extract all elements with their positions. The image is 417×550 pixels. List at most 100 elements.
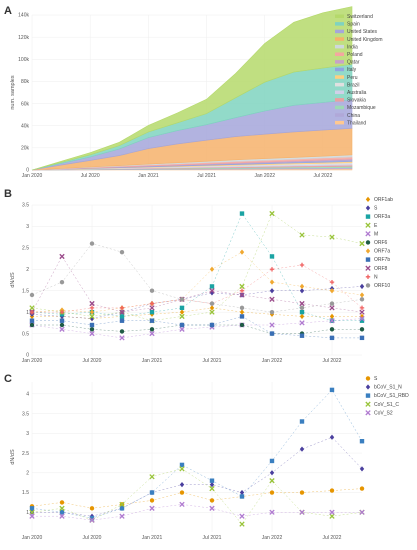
data-point	[29, 318, 35, 323]
data-point	[269, 254, 275, 259]
data-point	[329, 509, 335, 515]
y-tick-label: 80k	[21, 79, 30, 85]
legend-swatch	[335, 67, 344, 72]
legend-label: Qatar	[347, 60, 360, 66]
y-tick-label: 2.5	[22, 451, 29, 457]
data-point	[359, 327, 365, 332]
x-tick-label: Jul 2021	[203, 535, 222, 541]
data-point	[329, 513, 335, 519]
data-point	[329, 305, 335, 311]
data-point	[209, 284, 215, 289]
y-tick-label: 1	[26, 310, 29, 316]
data-point	[59, 513, 65, 519]
data-point	[299, 309, 305, 315]
data-point	[359, 466, 365, 472]
y-tick-label: 1.5	[22, 288, 29, 294]
data-point	[365, 384, 371, 390]
data-point	[149, 505, 155, 511]
data-point	[365, 248, 371, 254]
data-point	[299, 300, 305, 307]
legend-label: ORF10	[374, 283, 390, 289]
data-point	[59, 253, 65, 260]
data-point	[149, 490, 155, 495]
y-tick-label: 2	[26, 267, 29, 273]
legend-swatch	[335, 44, 344, 49]
x-tick-label: Jan 2022	[262, 358, 283, 364]
series-trend-orf7b	[32, 316, 362, 339]
legend-label: Australia	[347, 90, 367, 96]
data-point	[269, 279, 275, 285]
data-point	[209, 290, 215, 296]
legend-swatch	[335, 22, 344, 26]
data-point	[239, 309, 245, 315]
data-point	[59, 309, 65, 315]
data-point	[149, 301, 155, 306]
y-tick-label: 20k	[21, 146, 30, 152]
data-point	[359, 318, 365, 323]
data-point	[149, 330, 155, 337]
data-point	[119, 513, 125, 519]
data-point	[365, 274, 371, 279]
data-point	[359, 486, 365, 491]
data-point	[179, 297, 185, 302]
data-point	[269, 296, 275, 302]
data-point	[359, 283, 365, 290]
y-tick-label: 0.5	[22, 331, 29, 337]
series-trend-s	[31, 286, 363, 319]
legend-swatch	[335, 29, 344, 34]
data-point	[269, 509, 275, 515]
data-point	[209, 301, 215, 306]
x-tick-label: Jul 2022	[313, 173, 332, 179]
data-point	[365, 257, 371, 262]
y-axis-label: num. samples	[10, 75, 16, 109]
legend-swatch	[335, 60, 344, 64]
legend-swatch	[335, 52, 344, 56]
y-tick-label: 0	[26, 353, 29, 359]
data-point	[329, 234, 335, 240]
data-point	[89, 327, 95, 332]
legend-label: United States	[347, 29, 378, 35]
data-point	[329, 488, 335, 493]
legend-label: ORF7b	[374, 257, 390, 263]
data-point	[209, 498, 215, 503]
data-point	[329, 318, 335, 324]
legend-label: Spain	[347, 22, 360, 28]
data-point	[269, 458, 275, 464]
legend-label: CoV_S1_C	[374, 402, 399, 408]
legend-label: Switzerland	[347, 14, 373, 20]
legend-label: S	[374, 376, 378, 382]
y-tick-label: 2	[26, 470, 29, 476]
legend-label: ORF1ab	[374, 197, 393, 203]
data-point	[299, 333, 305, 338]
data-point	[119, 329, 125, 334]
data-point	[269, 309, 275, 315]
x-tick-label: Jan 2022	[254, 173, 275, 179]
y-tick-label: 2.5	[22, 246, 29, 252]
data-point	[269, 322, 275, 328]
legend-swatch	[335, 113, 344, 117]
series-trend-orf6	[32, 324, 362, 334]
data-point	[89, 300, 95, 307]
data-point	[365, 214, 371, 219]
data-point	[239, 305, 245, 311]
y-tick-label: 140k	[18, 13, 29, 19]
data-point	[269, 331, 275, 336]
x-tick-label: Jul 2020	[81, 173, 100, 179]
data-point	[149, 474, 155, 480]
legend-swatch	[335, 37, 344, 41]
x-tick-label: Jul 2022	[323, 535, 342, 541]
y-tick-label: 1	[26, 510, 29, 516]
legend-label: bCoV_S1_RBD	[374, 393, 409, 399]
data-point	[59, 505, 65, 511]
legend-label: ORF7a	[374, 249, 390, 255]
legend-label: ORF8	[374, 266, 388, 272]
x-tick-label: Jul 2020	[83, 535, 102, 541]
chart-b-scatter: 0 0.5 1 1.5 2 2.5 3 3.5 Jan 2020 Jul 2020 Jan 2021…	[10, 196, 393, 364]
data-point	[89, 517, 95, 523]
data-point	[179, 326, 185, 332]
data-point	[59, 318, 65, 323]
data-point	[365, 401, 371, 407]
data-point	[365, 205, 371, 211]
data-point	[299, 509, 305, 515]
data-point	[269, 470, 275, 476]
